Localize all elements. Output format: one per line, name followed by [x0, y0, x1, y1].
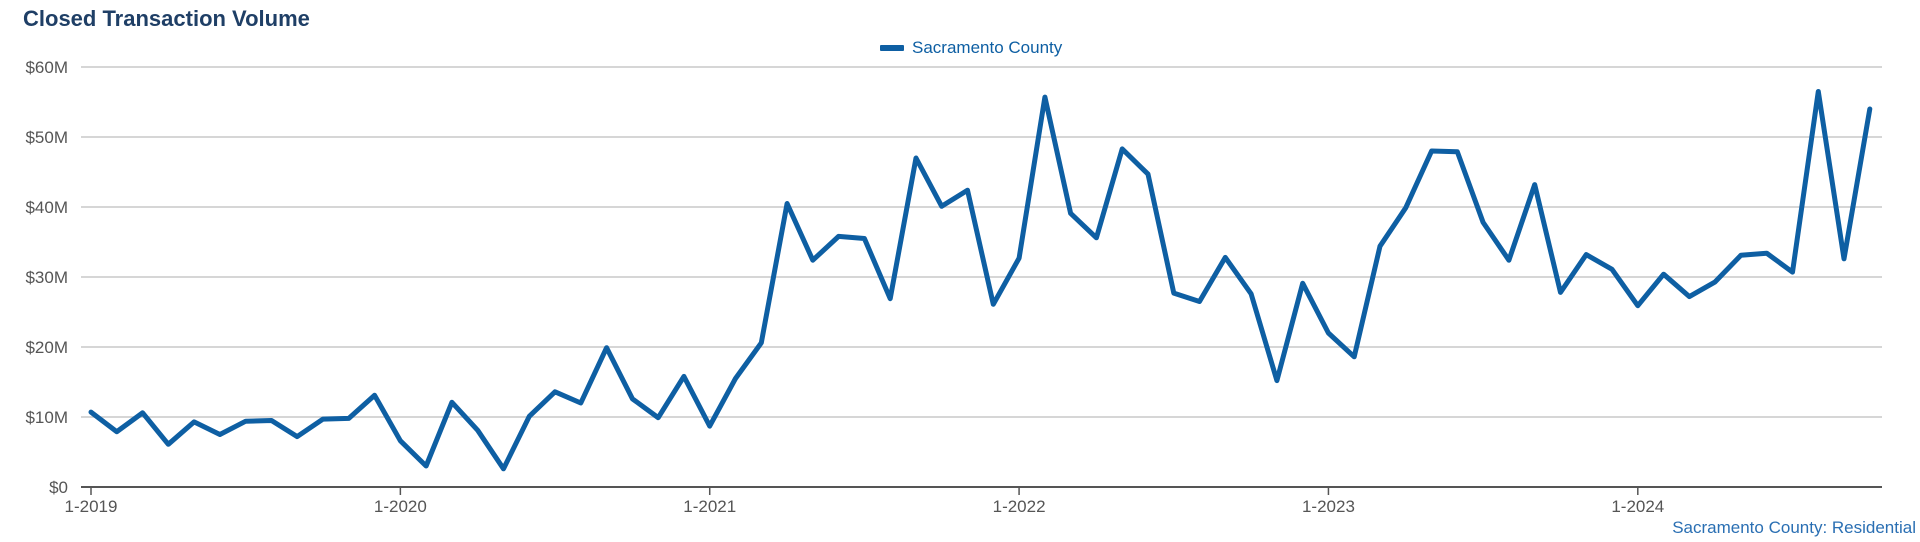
y-tick-label: $20M [25, 338, 68, 357]
x-tick-label: 1-2022 [993, 497, 1046, 516]
series-layer [88, 89, 1873, 472]
x-tick-label: 1-2020 [374, 497, 427, 516]
y-tick-label: $60M [25, 58, 68, 77]
series-line-sacramento-county [88, 89, 1873, 472]
grid-layer [81, 66, 1882, 488]
legend-label: Sacramento County [912, 38, 1063, 57]
y-tick-label: $30M [25, 268, 68, 287]
x-tick-label: 1-2019 [65, 497, 118, 516]
y-tick-label: $0 [49, 478, 68, 497]
chart-title: Closed Transaction Volume [23, 6, 310, 31]
y-tick-label: $50M [25, 128, 68, 147]
legend-swatch [880, 45, 904, 51]
y-tick-label: $10M [25, 408, 68, 427]
y-tick-label: $40M [25, 198, 68, 217]
x-tick-label: 1-2023 [1302, 497, 1355, 516]
x-tick-label: 1-2024 [1611, 497, 1664, 516]
axis-layer: $0 $10M $20M $30M $40M $50M $60M 1-2019 1-2020 1-… [25, 58, 1664, 516]
source-label: Sacramento County: Residential [1672, 518, 1916, 537]
legend: Sacramento County [880, 38, 1062, 58]
x-tick-label: 1-2021 [683, 497, 736, 516]
